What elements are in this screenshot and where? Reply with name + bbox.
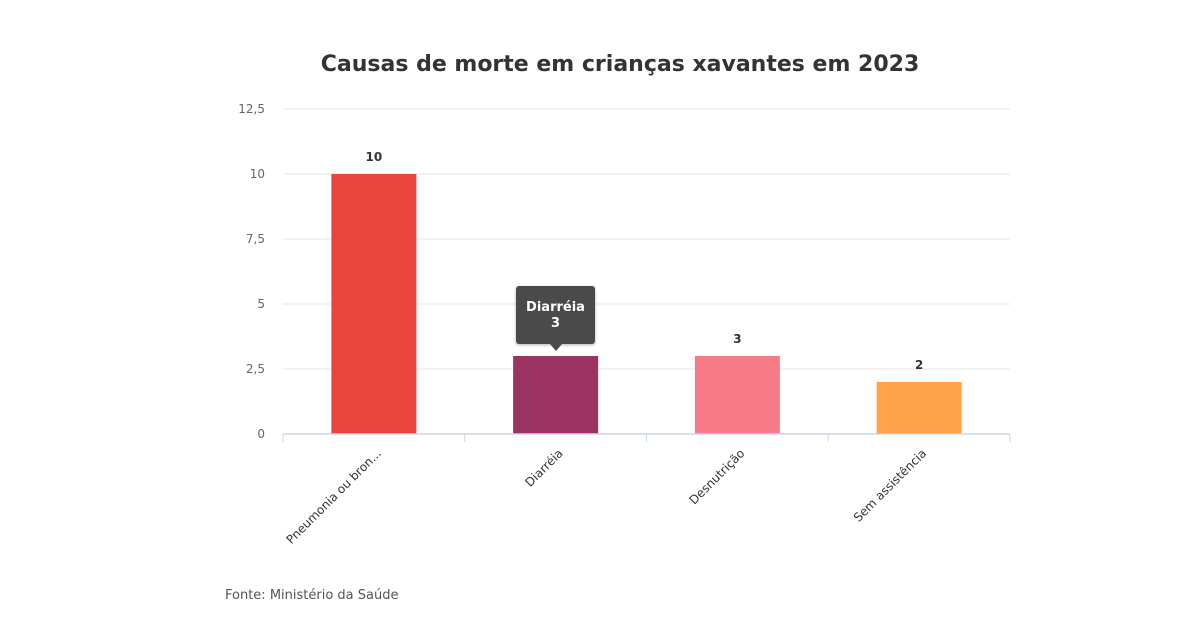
- data-labels: 10 3 3 2: [366, 150, 924, 372]
- tooltip-value: 3: [550, 316, 561, 331]
- y-tick-label: 7,5: [246, 232, 265, 246]
- y-tick-label: 0: [257, 427, 265, 441]
- bar[interactable]: [331, 174, 417, 434]
- y-tick-label: 12,5: [238, 102, 265, 116]
- chart-title: Causas de morte em crianças xavantes em …: [320, 52, 920, 77]
- y-axis: 0 2,5 5 7,5 10 12,5: [238, 102, 265, 441]
- x-axis: [282, 433, 1011, 442]
- data-label: 3: [733, 332, 741, 346]
- source-note: Fonte: Ministério da Saúde: [225, 588, 399, 603]
- tooltip-category: Diarréia: [526, 300, 585, 315]
- x-tick-label: Pneumonia ou bron...: [283, 446, 384, 547]
- bar[interactable]: [876, 382, 962, 434]
- y-tick-label: 5: [257, 297, 265, 311]
- x-tick-label: Diarréia: [522, 446, 565, 489]
- bars: [331, 174, 962, 434]
- y-tick-label: 10: [250, 167, 265, 181]
- x-tick-label: Sem assistência: [851, 446, 929, 524]
- x-tick-labels: Pneumonia ou bron... Diarréia Desnutrição S…: [283, 446, 929, 547]
- y-tick-label: 2,5: [246, 362, 265, 376]
- bar-tooltip: Diarréia 3: [516, 286, 595, 351]
- bar[interactable]: [513, 356, 599, 434]
- bar[interactable]: [694, 356, 780, 434]
- data-label: 10: [366, 150, 383, 164]
- data-label: 2: [915, 358, 923, 372]
- x-tick-label: Desnutrição: [686, 446, 747, 507]
